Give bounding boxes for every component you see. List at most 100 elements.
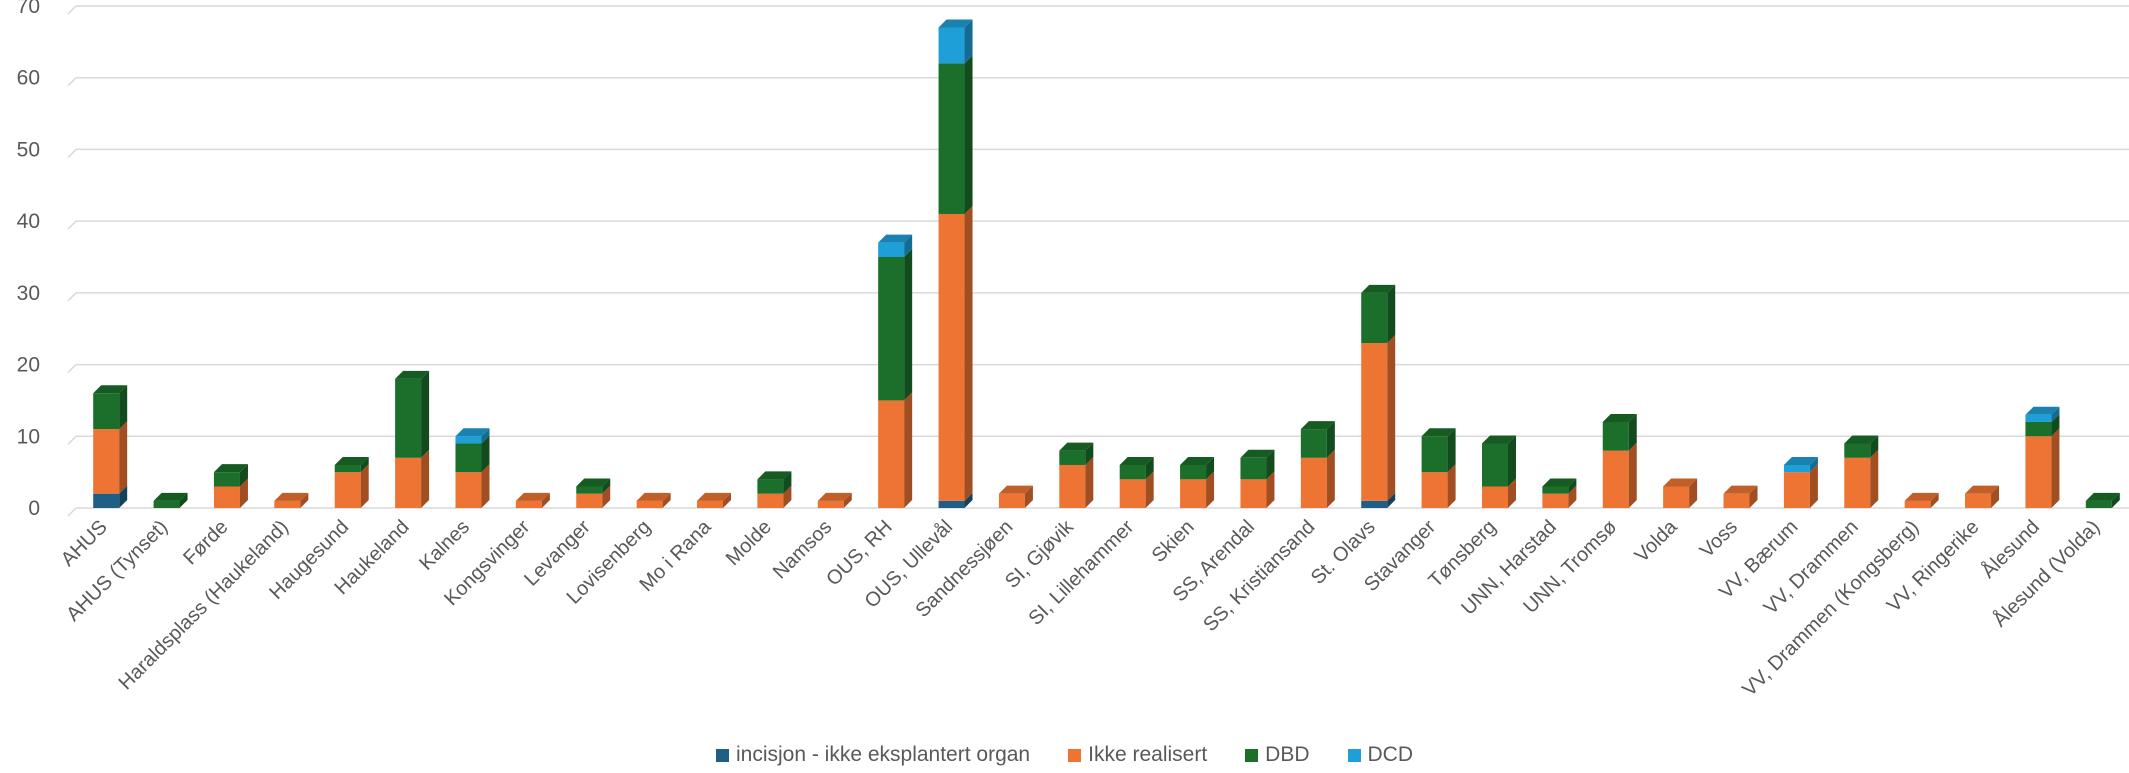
bar-segment	[757, 471, 792, 494]
bar-segment	[2025, 428, 2060, 508]
gridline-depth	[67, 220, 77, 230]
bars	[93, 19, 2120, 508]
y-tick-label: 50	[17, 138, 40, 161]
bar-segment	[1421, 464, 1456, 508]
x-category-label: Voss	[1696, 516, 1742, 562]
bar-segment	[1663, 478, 1698, 508]
bar-segment	[1602, 413, 1637, 451]
legend-item: incisjon - ikke eksplantert organ	[715, 743, 1031, 767]
bar-segment	[576, 485, 611, 508]
gridlines	[67, 5, 2129, 517]
y-axis-ticks: 0 10 20 30 40 50 60 70	[17, 0, 40, 520]
y-tick-label: 70	[17, 0, 40, 18]
bar-segment	[334, 464, 369, 508]
bar-segment	[1602, 442, 1637, 508]
x-category-label: SI, Lillehammer	[1024, 516, 1138, 630]
bar-segment	[1904, 492, 1939, 508]
bar-segment	[938, 205, 973, 501]
gridline-depth	[67, 292, 77, 302]
bar-segment	[1300, 421, 1335, 458]
bar-segment	[1723, 485, 1758, 508]
bar-segment	[1180, 471, 1215, 508]
gridline-depth	[67, 435, 77, 445]
bar-segment	[1783, 456, 1818, 473]
legend-swatch	[1245, 748, 1259, 762]
bar-segment	[1481, 435, 1516, 487]
bar-segment	[1180, 456, 1215, 480]
x-category-label: Volda	[1631, 515, 1683, 567]
y-tick-label: 20	[17, 354, 40, 377]
bar-segment	[938, 55, 973, 214]
bar-segment	[636, 492, 671, 508]
x-category-label: Kalnes	[415, 516, 474, 575]
bar-segment	[213, 464, 248, 487]
legend-label: DBD	[1265, 743, 1310, 766]
gridline-depth	[67, 507, 77, 517]
legend-label: Ikke realisert	[1088, 743, 1208, 766]
bar-segment	[878, 392, 913, 508]
y-tick-label: 40	[17, 210, 40, 233]
x-category-label: Skien	[1148, 516, 1199, 567]
bar-segment	[515, 492, 550, 508]
bar-segment	[938, 19, 973, 64]
bar-segment	[1783, 464, 1818, 508]
bar-segment	[1240, 471, 1275, 508]
bar-segment	[697, 492, 732, 508]
legend-label: DCD	[1367, 743, 1414, 766]
legend-item: DBD	[1245, 743, 1310, 767]
x-category-label: Ålesund (Volda)	[1988, 515, 2104, 631]
legend-swatch	[1347, 748, 1361, 762]
bar-segment	[2025, 406, 2060, 422]
y-tick-label: 10	[17, 425, 40, 448]
bar-segment	[93, 485, 128, 508]
bar-segment	[817, 492, 852, 508]
bar-segment	[878, 234, 913, 257]
bar-segment	[153, 492, 188, 508]
bar-segment	[1240, 449, 1275, 480]
gridline-depth	[67, 364, 77, 374]
bar-segment	[334, 456, 369, 473]
bar-segment	[2025, 413, 2060, 437]
bar-segment	[878, 249, 913, 401]
gridline-depth	[67, 148, 77, 158]
bar-segment	[213, 478, 248, 508]
bar-segment	[1542, 485, 1577, 508]
bar-segment	[395, 370, 430, 458]
bar-segment	[1844, 449, 1879, 508]
gridline-depth	[67, 5, 77, 15]
y-tick-label: 60	[17, 67, 40, 90]
x-category-label: AHUS	[57, 516, 112, 571]
gridline-depth	[67, 77, 77, 87]
legend-item: DCD	[1347, 743, 1414, 767]
bar-segment	[1059, 442, 1094, 465]
bar-segment	[998, 485, 1033, 508]
bar-segment	[1542, 478, 1577, 494]
legend-label: incisjon - ikke eksplantert organ	[735, 743, 1031, 766]
x-category-label: Førde	[179, 516, 232, 569]
bar-segment	[1361, 284, 1396, 344]
bar-segment	[1361, 335, 1396, 501]
legend-item: Ikke realisert	[1068, 743, 1207, 767]
bar-segment	[455, 435, 490, 473]
y-tick-label: 30	[17, 282, 40, 305]
bar-segment	[576, 478, 611, 494]
bar-segment	[1421, 428, 1456, 473]
legend-swatch	[1068, 748, 1082, 762]
bar-segment	[1300, 449, 1335, 508]
bar-segment	[93, 385, 128, 430]
bar-segment	[274, 492, 309, 508]
legend: incisjon - ikke eksplantert organ Ikke re…	[0, 743, 2129, 767]
bar-segment	[1361, 492, 1396, 508]
bar-segment	[2085, 492, 2120, 508]
bar-segment	[938, 492, 973, 508]
bar-segment	[93, 421, 128, 494]
bar-segment	[455, 464, 490, 508]
bar-segment	[757, 485, 792, 508]
bar-segment	[455, 428, 490, 444]
bar-segment	[1844, 435, 1879, 458]
y-tick-label: 0	[28, 497, 40, 520]
bar-segment	[395, 449, 430, 508]
bar-segment	[1965, 485, 2000, 508]
